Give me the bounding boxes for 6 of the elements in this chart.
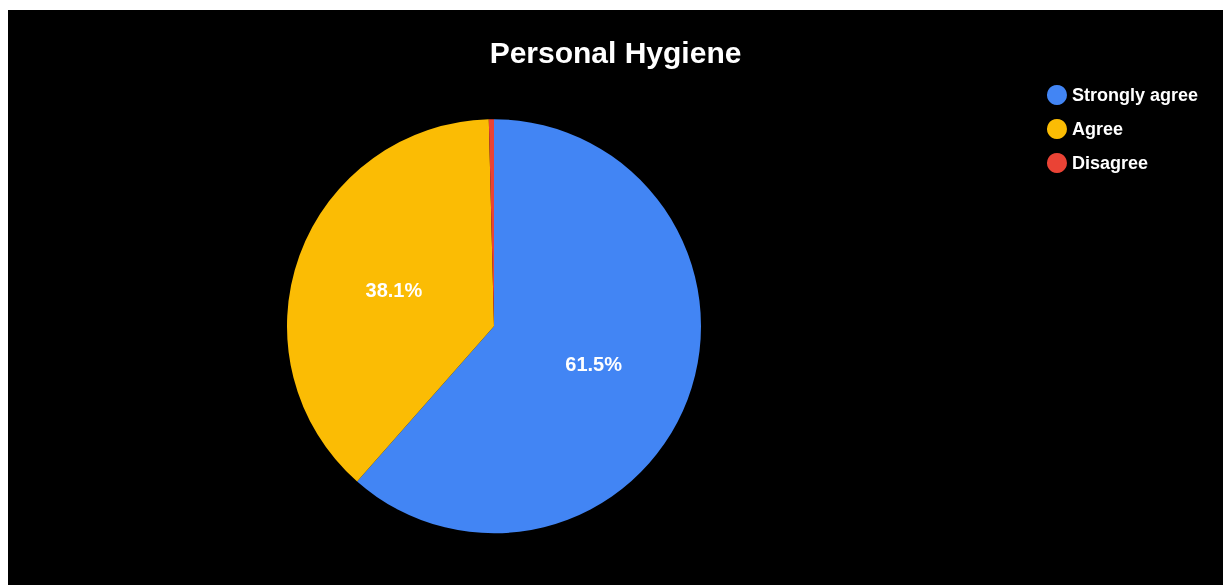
data-label: 38.1% (365, 278, 423, 301)
chart-title: Personal Hygiene (489, 35, 742, 69)
data-label: 61.5% (565, 352, 623, 375)
legend-label: Strongly agree (1071, 85, 1199, 105)
legend-label: Disagree (1071, 153, 1149, 173)
legend-label: Agree (1071, 119, 1123, 139)
